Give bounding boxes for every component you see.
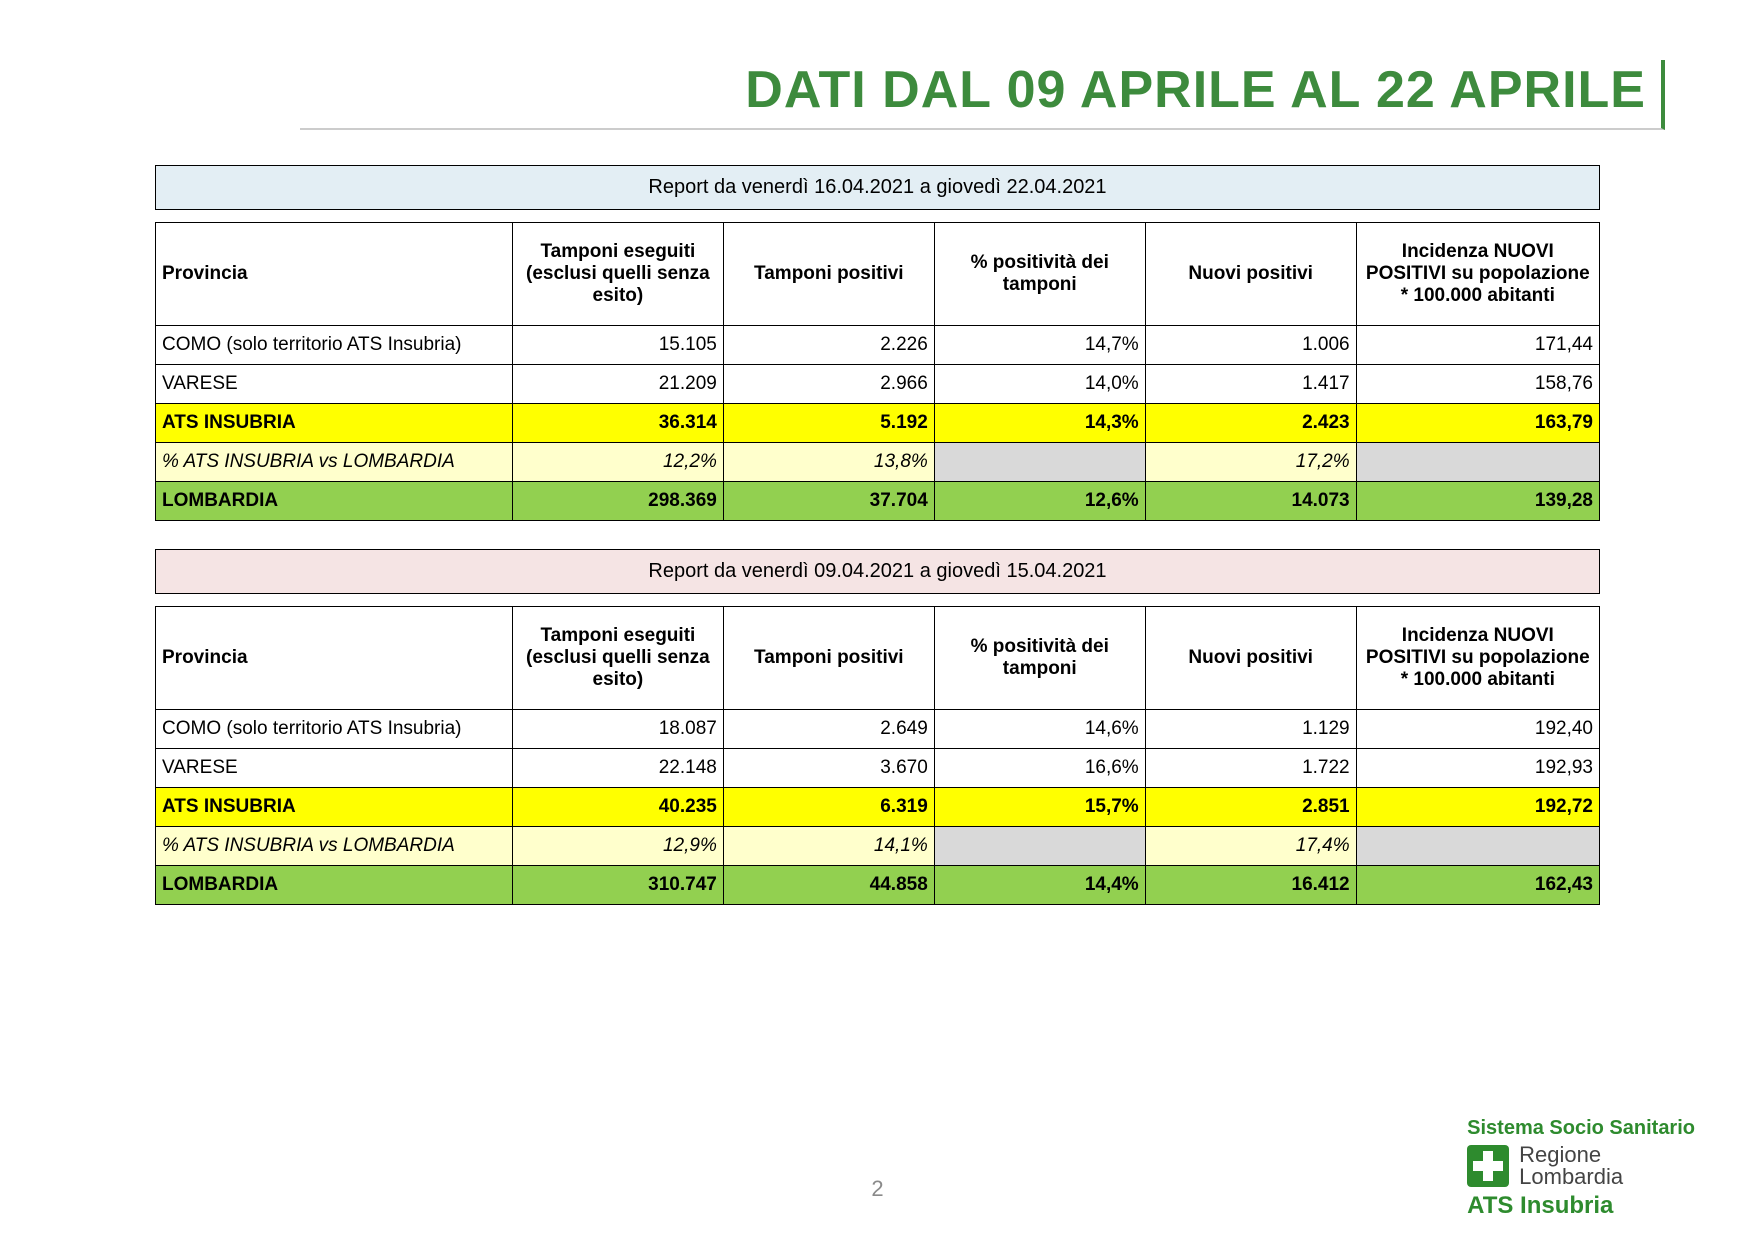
table-row: COMO (solo territorio ATS Insubria)18.08… [156,710,1600,749]
table-row: LOMBARDIA298.36937.70412,6%14.073139,28 [156,482,1600,521]
row-label: VARESE [156,365,513,404]
table-cell [1356,827,1599,866]
table-cell: 18.087 [512,710,723,749]
table-cell: 158,76 [1356,365,1599,404]
table-cell: 17,2% [1145,443,1356,482]
table-cell: 14,3% [934,404,1145,443]
column-header: % positività dei tamponi [934,223,1145,326]
table-cell: 16,6% [934,749,1145,788]
table-cell: 37.704 [723,482,934,521]
table-row: ATS INSUBRIA40.2356.31915,7%2.851192,72 [156,788,1600,827]
table-row: VARESE21.2092.96614,0%1.417158,76 [156,365,1600,404]
table-cell: 310.747 [512,866,723,905]
table-row: VARESE22.1483.67016,6%1.722192,93 [156,749,1600,788]
table-cell [1356,443,1599,482]
row-label: LOMBARDIA [156,866,513,905]
table-cell: 192,93 [1356,749,1599,788]
table-cell: 17,4% [1145,827,1356,866]
row-label: COMO (solo territorio ATS Insubria) [156,710,513,749]
table-cell: 139,28 [1356,482,1599,521]
title-container: DATI DAL 09 APRILE AL 22 APRILE [300,60,1665,130]
table-cell: 162,43 [1356,866,1599,905]
row-label: % ATS INSUBRIA vs LOMBARDIA [156,443,513,482]
table-cell: 192,72 [1356,788,1599,827]
table-row: % ATS INSUBRIA vs LOMBARDIA12,2%13,8% 17,… [156,443,1600,482]
table-cell: 163,79 [1356,404,1599,443]
table-cell: 14,1% [723,827,934,866]
table-cell: 2.966 [723,365,934,404]
table-cell: 5.192 [723,404,934,443]
column-header: Tamponi eseguiti (esclusi quelli senza e… [512,607,723,710]
row-label: COMO (solo territorio ATS Insubria) [156,326,513,365]
table-cell: 14,6% [934,710,1145,749]
row-label: % ATS INSUBRIA vs LOMBARDIA [156,827,513,866]
tables-container: Report da venerdì 16.04.2021 a giovedì 2… [155,165,1600,933]
table-cell: 40.235 [512,788,723,827]
row-label: VARESE [156,749,513,788]
row-label: LOMBARDIA [156,482,513,521]
column-header: Incidenza NUOVI POSITIVI su popolazione … [1356,607,1599,710]
table-cell: 1.006 [1145,326,1356,365]
table-cell: 2.649 [723,710,934,749]
column-header: Nuovi positivi [1145,223,1356,326]
region-bottom: Lombardia [1519,1164,1623,1189]
table-cell: 14,7% [934,326,1145,365]
table-cell: 12,6% [934,482,1145,521]
table-cell: 2.423 [1145,404,1356,443]
table-cell: 21.209 [512,365,723,404]
column-header: Tamponi positivi [723,223,934,326]
table-cell: 13,8% [723,443,934,482]
region-name: Regione Lombardia [1519,1144,1623,1188]
column-header: Provincia [156,223,513,326]
column-header: Tamponi eseguiti (esclusi quelli senza e… [512,223,723,326]
lombardia-cross-icon [1467,1145,1509,1187]
column-header: Tamponi positivi [723,607,934,710]
table-cell: 14.073 [1145,482,1356,521]
column-header: Incidenza NUOVI POSITIVI su popolazione … [1356,223,1599,326]
table-cell: 6.319 [723,788,934,827]
footer-ats: ATS Insubria [1467,1192,1695,1220]
table-cell [934,443,1145,482]
table-row: % ATS INSUBRIA vs LOMBARDIA12,9%14,1% 17,… [156,827,1600,866]
table-cell: 171,44 [1356,326,1599,365]
table-cell: 1.129 [1145,710,1356,749]
table-cell: 2.226 [723,326,934,365]
table-cell: 36.314 [512,404,723,443]
table-row: COMO (solo territorio ATS Insubria)15.10… [156,326,1600,365]
table-row: LOMBARDIA310.74744.85814,4%16.412162,43 [156,866,1600,905]
table-cell: 3.670 [723,749,934,788]
data-table: ProvinciaTamponi eseguiti (esclusi quell… [155,222,1600,521]
column-header: % positività dei tamponi [934,607,1145,710]
table-cell: 15.105 [512,326,723,365]
table-cell [934,827,1145,866]
page-title: DATI DAL 09 APRILE AL 22 APRILE [745,61,1646,119]
table-cell: 12,2% [512,443,723,482]
column-header: Provincia [156,607,513,710]
row-label: ATS INSUBRIA [156,788,513,827]
table-cell: 14,0% [934,365,1145,404]
table-row: ATS INSUBRIA36.3145.19214,3%2.423163,79 [156,404,1600,443]
table-cell: 16.412 [1145,866,1356,905]
table-cell: 2.851 [1145,788,1356,827]
table-cell: 192,40 [1356,710,1599,749]
column-header: Nuovi positivi [1145,607,1356,710]
table-cell: 22.148 [512,749,723,788]
table-cell: 14,4% [934,866,1145,905]
table-cell: 44.858 [723,866,934,905]
table-caption: Report da venerdì 16.04.2021 a giovedì 2… [155,165,1600,210]
table-cell: 1.722 [1145,749,1356,788]
table-cell: 298.369 [512,482,723,521]
data-table: ProvinciaTamponi eseguiti (esclusi quell… [155,606,1600,905]
footer-logo-row: Regione Lombardia [1467,1144,1695,1188]
table-cell: 12,9% [512,827,723,866]
table-caption: Report da venerdì 09.04.2021 a giovedì 1… [155,549,1600,594]
footer-line1: Sistema Socio Sanitario [1467,1117,1695,1140]
table-cell: 15,7% [934,788,1145,827]
footer-logo: Sistema Socio Sanitario Regione Lombardi… [1467,1117,1695,1220]
row-label: ATS INSUBRIA [156,404,513,443]
table-cell: 1.417 [1145,365,1356,404]
